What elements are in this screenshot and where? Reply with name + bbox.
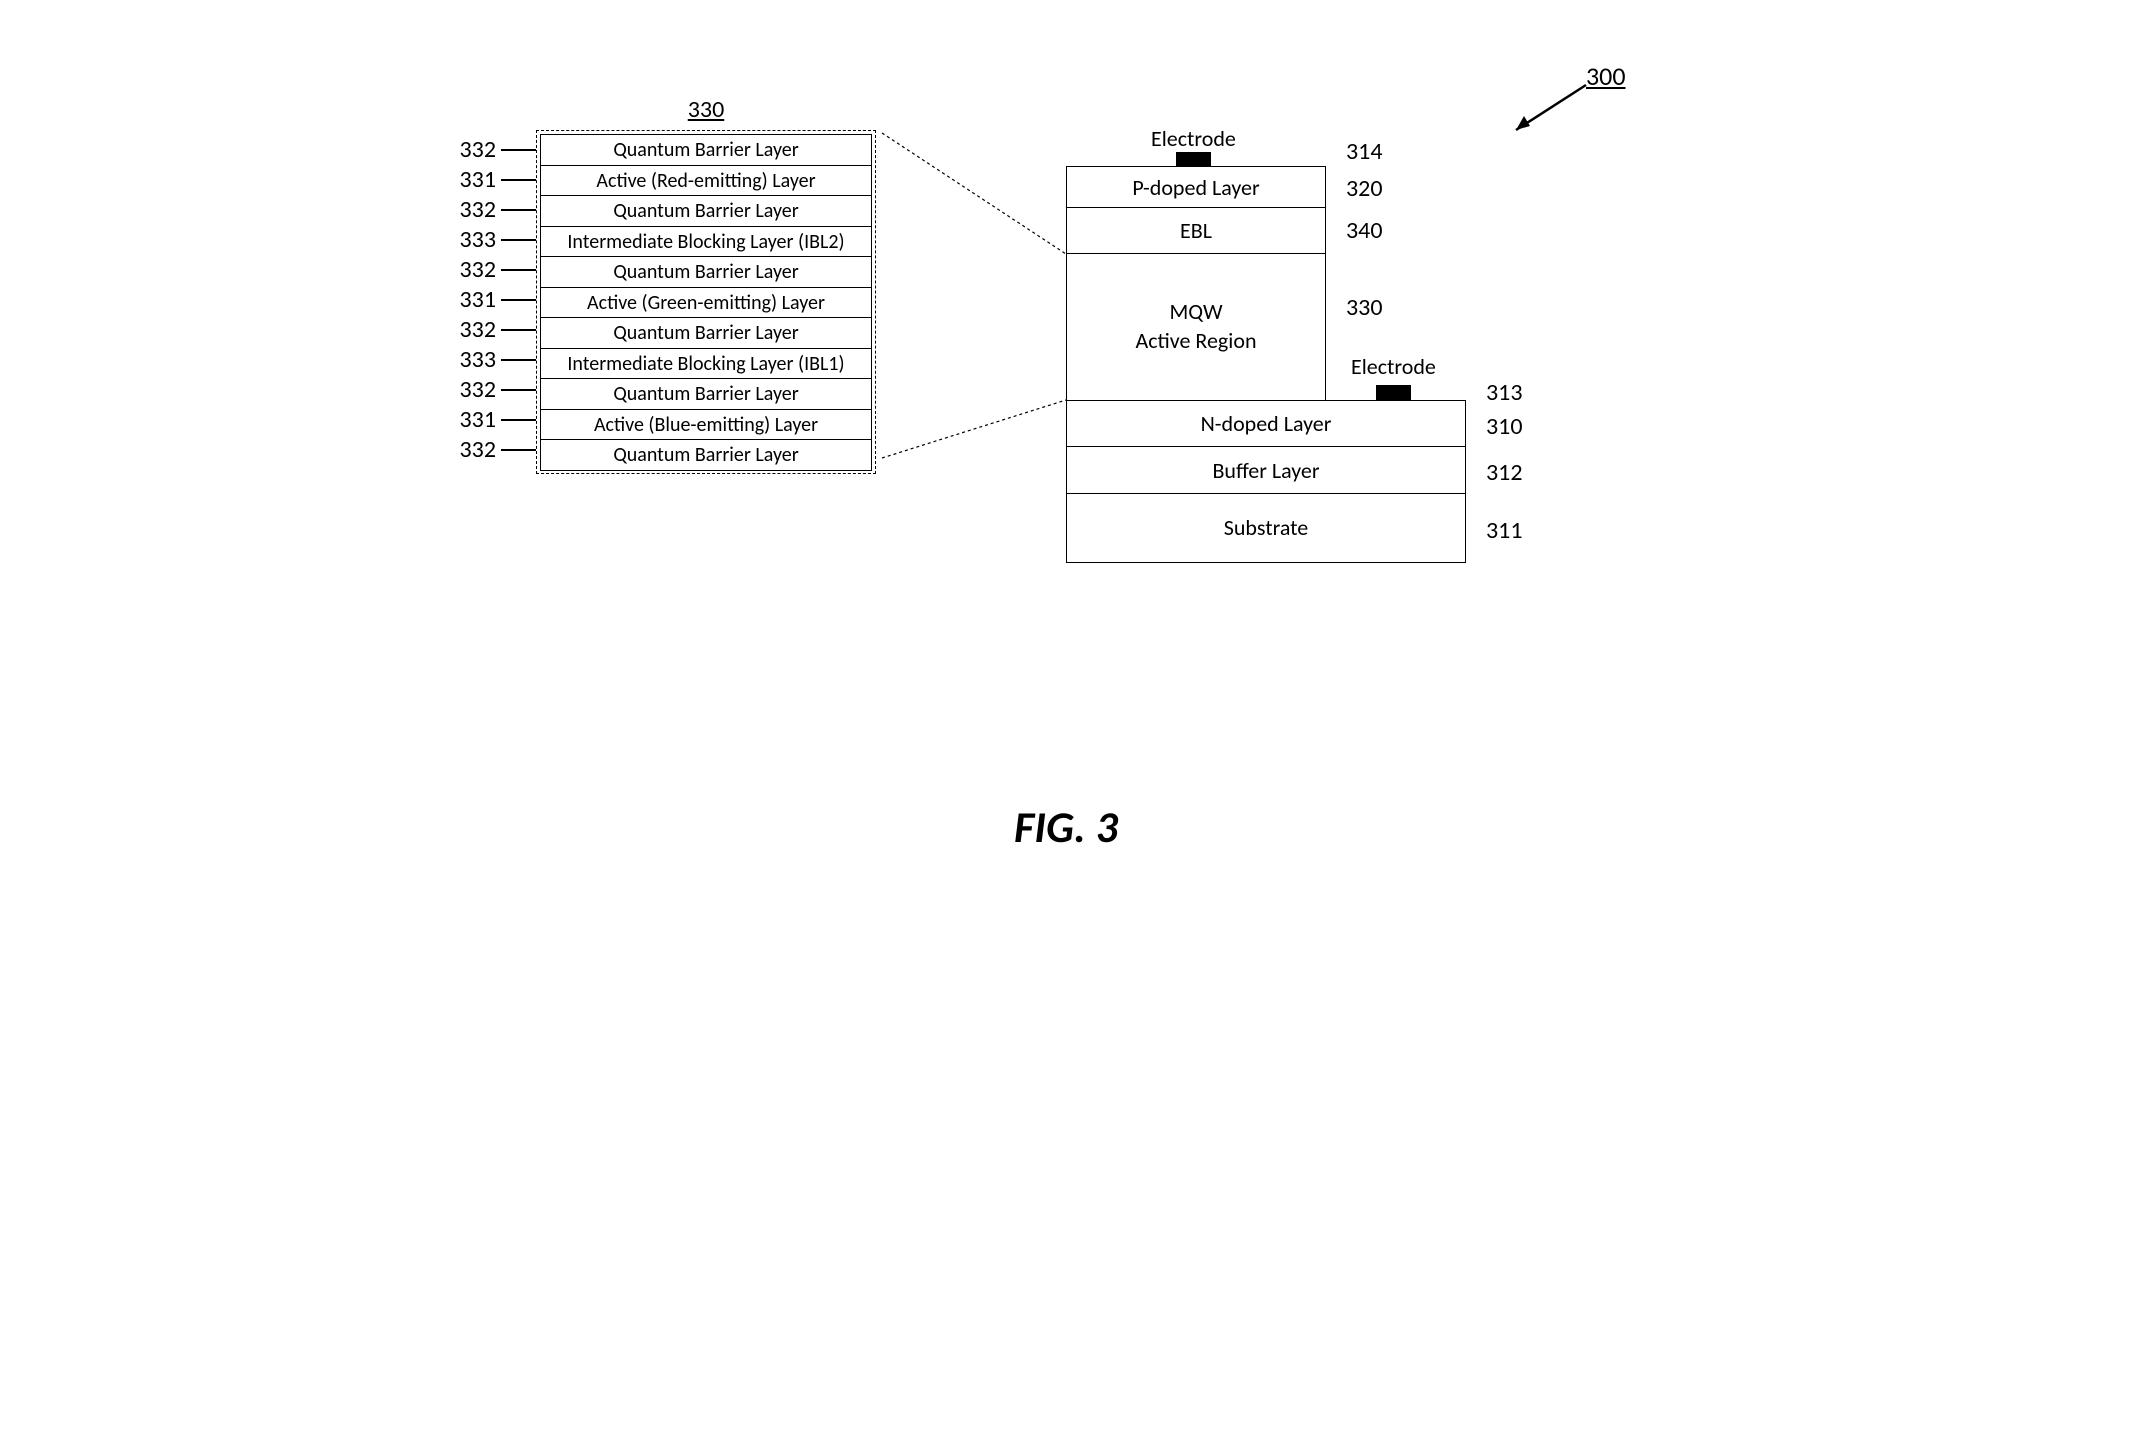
n-doped-label: N-doped Layer [1201, 410, 1332, 437]
detail-layer-ref: 331 [436, 165, 496, 194]
electrode-top-ref: 314 [1346, 137, 1383, 166]
mqw-label: MQW Active Region [1136, 298, 1257, 355]
leader-line [501, 299, 536, 301]
leader-line [501, 329, 536, 331]
detail-layer-ref: 333 [436, 225, 496, 254]
ebl-ref: 340 [1346, 216, 1383, 245]
main-ref-label: 300 [1586, 60, 1626, 92]
figure-3-container: 300 330 Quantum Barrier LayerActive (Red… [366, 40, 1766, 940]
buffer-ref: 312 [1486, 458, 1523, 487]
electrode-bottom-label: Electrode [1351, 353, 1436, 380]
detail-layer-ref: 332 [436, 195, 496, 224]
substrate-label: Substrate [1224, 514, 1308, 541]
figure-caption: FIG. 3 [366, 800, 1766, 854]
detail-to-mqw-connector [876, 130, 1076, 470]
detail-layer-ref: 332 [436, 255, 496, 284]
mqw-ref: 330 [1346, 293, 1383, 322]
ebl-label: EBL [1180, 217, 1212, 244]
detail-layer-row: Quantum Barrier Layer [540, 195, 872, 227]
leader-line [501, 419, 536, 421]
leader-line [501, 449, 536, 451]
detail-layer-ref: 332 [436, 375, 496, 404]
leader-line [501, 179, 536, 181]
detail-layer-ref: 332 [436, 135, 496, 164]
detail-layer-row: Quantum Barrier Layer [540, 378, 872, 410]
substrate-layer: Substrate [1066, 493, 1466, 563]
detail-layer-ref: 333 [436, 345, 496, 374]
leader-line [501, 149, 536, 151]
leader-line [501, 359, 536, 361]
detail-layer-row: Active (Blue-emitting) Layer [540, 409, 872, 441]
n-doped-layer: N-doped Layer [1066, 400, 1466, 448]
detail-layer-stack: Quantum Barrier LayerActive (Red-emittin… [536, 130, 876, 474]
detail-layer-ref: 331 [436, 285, 496, 314]
detail-layer-row: Quantum Barrier Layer [540, 134, 872, 166]
mqw-layer: MQW Active Region [1066, 253, 1326, 401]
detail-layer-row: Quantum Barrier Layer [540, 439, 872, 471]
detail-layer-ref: 331 [436, 405, 496, 434]
electrode-bottom-ref: 313 [1486, 378, 1523, 407]
p-doped-layer: P-doped Layer [1066, 166, 1326, 208]
electrode-bottom [1376, 385, 1411, 400]
detail-layer-row: Intermediate Blocking Layer (IBL1) [540, 348, 872, 380]
detail-layer-row: Quantum Barrier Layer [540, 256, 872, 288]
leader-line [501, 239, 536, 241]
p-doped-label: P-doped Layer [1132, 174, 1259, 201]
detail-stack-title: 330 [536, 95, 876, 124]
electrode-top [1176, 152, 1211, 167]
detail-layer-row: Active (Red-emitting) Layer [540, 165, 872, 197]
substrate-ref: 311 [1486, 516, 1523, 545]
detail-layer-row: Intermediate Blocking Layer (IBL2) [540, 226, 872, 258]
buffer-layer: Buffer Layer [1066, 446, 1466, 494]
detail-layer-ref: 332 [436, 435, 496, 464]
leader-line [501, 209, 536, 211]
p-doped-ref: 320 [1346, 174, 1383, 203]
buffer-label: Buffer Layer [1212, 457, 1319, 484]
leader-line [501, 269, 536, 271]
detail-layer-row: Active (Green-emitting) Layer [540, 287, 872, 319]
ebl-layer: EBL [1066, 207, 1326, 255]
detail-layer-ref: 332 [436, 315, 496, 344]
main-ref-arrow [1496, 80, 1596, 140]
electrode-top-label: Electrode [1151, 125, 1236, 152]
detail-layer-row: Quantum Barrier Layer [540, 317, 872, 349]
leader-line [501, 389, 536, 391]
n-doped-ref: 310 [1486, 412, 1523, 441]
